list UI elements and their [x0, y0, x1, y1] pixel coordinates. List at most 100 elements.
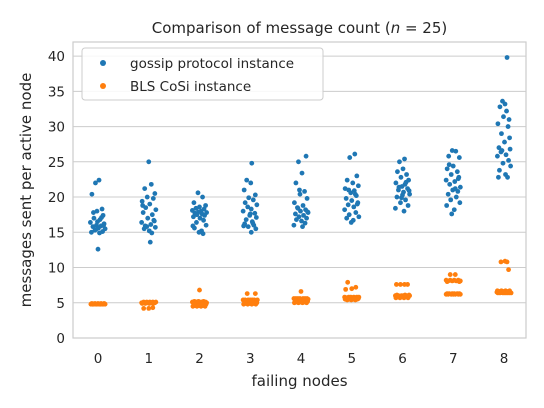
- gossip-point: [407, 191, 412, 197]
- gossip-point: [447, 181, 453, 187]
- gossip-point: [444, 203, 450, 208]
- gossip-point: [452, 186, 458, 191]
- gossip-point: [297, 187, 302, 193]
- gossip-point: [292, 200, 297, 206]
- bls-point: [502, 258, 508, 264]
- bls-point: [444, 279, 450, 285]
- gossip-point: [149, 230, 155, 236]
- gossip-point: [403, 197, 408, 203]
- gossip-point: [139, 220, 145, 225]
- gossip-point: [502, 101, 508, 107]
- gossip-point: [194, 220, 199, 225]
- bls-point: [150, 305, 156, 311]
- gossip-point: [457, 200, 463, 206]
- gossip-point: [250, 220, 256, 226]
- gossip-point: [302, 189, 307, 194]
- gossip-point: [253, 215, 259, 220]
- gossip-point: [350, 180, 356, 186]
- gossip-point: [403, 179, 409, 185]
- gossip-point: [456, 155, 462, 160]
- x-tick-label: 8: [500, 351, 509, 367]
- legend-box: [81, 47, 324, 101]
- gossip-point: [89, 229, 94, 235]
- bls-point: [90, 301, 95, 307]
- gossip-point: [345, 202, 351, 208]
- gossip-point: [245, 204, 251, 210]
- gossip-point: [89, 191, 95, 197]
- bls-point: [197, 287, 202, 293]
- gossip-point: [294, 217, 299, 223]
- gossip-point: [406, 188, 412, 194]
- gossip-point: [240, 208, 246, 214]
- bls-point: [102, 301, 107, 307]
- gossip-point: [305, 209, 310, 215]
- gossip-point: [90, 224, 96, 230]
- gossip-point: [304, 196, 310, 201]
- gossip-point: [248, 180, 254, 186]
- gossip-point: [451, 207, 457, 213]
- bls-point: [447, 272, 453, 277]
- points-layer: [87, 55, 514, 311]
- bls-point: [144, 300, 150, 306]
- chart-title: Comparison of message count (n = 25): [152, 19, 448, 37]
- gossip-point: [443, 177, 449, 183]
- gossip-point: [93, 227, 99, 232]
- gossip-point: [343, 196, 349, 201]
- gossip-point: [355, 183, 361, 189]
- gossip-point: [449, 148, 455, 153]
- bls-point: [402, 292, 408, 298]
- gossip-point: [145, 215, 151, 221]
- y-tick-label: 30: [48, 120, 65, 136]
- gossip-point: [347, 155, 353, 160]
- bls-point: [244, 291, 250, 296]
- gossip-point: [501, 114, 506, 120]
- gossip-point: [139, 198, 145, 204]
- ticks-layer: 0 5 10 15 20 25 30 35 40 0 1 2 3 4 5 6 7 8: [48, 49, 508, 367]
- gossip-point: [499, 148, 505, 153]
- y-tick-label: 40: [48, 49, 65, 65]
- bls-point: [254, 300, 260, 306]
- bls-point: [456, 279, 462, 285]
- y-tick-label: 5: [56, 296, 65, 312]
- gossip-point: [448, 172, 454, 177]
- bls-point: [457, 291, 463, 297]
- gossip-point: [398, 200, 403, 206]
- gossip-point: [508, 163, 513, 169]
- gossip-point: [151, 218, 157, 224]
- gossip-point: [245, 224, 251, 230]
- gossip-point: [496, 145, 502, 151]
- bls-point: [353, 284, 359, 290]
- gossip-point: [405, 203, 411, 208]
- gossip-point: [402, 156, 407, 162]
- bls-point: [141, 306, 147, 311]
- gossip-point: [400, 192, 405, 198]
- y-tick-label: 0: [56, 331, 65, 347]
- y-tick-label: 10: [48, 261, 65, 277]
- gossip-point: [99, 206, 105, 212]
- gossip-point: [91, 210, 96, 215]
- gossip-point: [506, 117, 512, 122]
- gossip-point: [495, 153, 500, 159]
- bls-point: [345, 279, 351, 285]
- x-tick-label: 1: [144, 351, 153, 367]
- bls-point: [305, 298, 310, 304]
- gossip-point: [444, 166, 450, 172]
- gossip-point: [149, 212, 155, 218]
- gossip-point: [254, 202, 260, 208]
- gossip-point: [97, 230, 102, 236]
- gossip-point: [497, 104, 503, 110]
- bls-point: [148, 300, 154, 306]
- gossip-point: [291, 222, 297, 228]
- gossip-point: [200, 194, 205, 200]
- bls-point: [199, 301, 205, 307]
- gossip-point: [146, 159, 152, 165]
- gossip-point: [194, 212, 200, 218]
- bls-point: [355, 296, 361, 301]
- gossip-point: [352, 151, 358, 157]
- gossip-point: [506, 158, 511, 163]
- gossip-point: [293, 211, 298, 217]
- bls-point: [203, 301, 209, 307]
- gossip-point: [142, 186, 148, 191]
- bls-point: [394, 282, 399, 287]
- gossip-point: [454, 169, 460, 175]
